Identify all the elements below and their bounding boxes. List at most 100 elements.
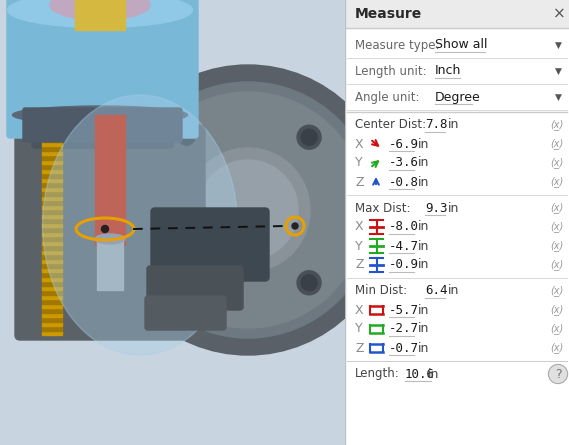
Text: Y: Y [355, 323, 362, 336]
Bar [42, 250, 62, 254]
Text: -3.6: -3.6 [389, 157, 419, 170]
Circle shape [130, 92, 366, 328]
Text: Inch: Inch [435, 65, 461, 77]
Text: Measure type:: Measure type: [355, 39, 439, 52]
Text: (x̲): (x̲) [550, 202, 564, 214]
Text: Z: Z [355, 175, 364, 189]
Text: in: in [418, 239, 430, 252]
Bar [42, 317, 62, 321]
Ellipse shape [43, 95, 237, 355]
Bar [42, 290, 62, 295]
Text: Measure: Measure [355, 7, 422, 21]
Text: Show all: Show all [435, 39, 488, 52]
Text: Z: Z [355, 259, 364, 271]
Text: 6.4: 6.4 [425, 284, 447, 298]
Text: (x̲): (x̲) [550, 138, 564, 150]
FancyBboxPatch shape [7, 0, 198, 138]
Bar [42, 303, 62, 308]
Text: (x̲): (x̲) [550, 304, 564, 316]
Bar [42, 142, 62, 146]
Text: in: in [418, 303, 430, 316]
Text: in: in [428, 368, 439, 380]
Text: in: in [418, 157, 430, 170]
Text: (x̲): (x̲) [550, 324, 564, 335]
Bar [42, 218, 62, 222]
Bar [345, 0, 569, 28]
Bar [42, 331, 62, 335]
Circle shape [101, 226, 109, 232]
Text: Y: Y [355, 157, 362, 170]
Circle shape [198, 160, 298, 260]
Text: (x̲): (x̲) [550, 286, 564, 296]
Bar [42, 231, 62, 236]
Bar [42, 191, 62, 195]
Bar [42, 150, 62, 155]
Text: ▼: ▼ [555, 93, 562, 101]
Text: Length unit:: Length unit: [355, 65, 427, 77]
Bar [42, 308, 62, 312]
Text: -5.7: -5.7 [389, 303, 419, 316]
Ellipse shape [95, 234, 125, 244]
Bar [42, 254, 62, 259]
Text: X: X [355, 221, 364, 234]
Text: ▼: ▼ [555, 66, 562, 76]
Circle shape [297, 125, 321, 149]
Ellipse shape [50, 0, 150, 20]
Bar [95, 115, 125, 245]
Text: Y: Y [355, 239, 362, 252]
Bar [42, 169, 62, 173]
Text: 9.3: 9.3 [425, 202, 447, 214]
Bar [42, 137, 62, 142]
FancyBboxPatch shape [151, 208, 269, 281]
Bar [42, 236, 62, 240]
Ellipse shape [7, 0, 192, 28]
Bar [42, 173, 62, 178]
Bar [42, 295, 62, 299]
Bar [42, 146, 62, 150]
Text: (x̲): (x̲) [550, 343, 564, 353]
Bar [42, 286, 62, 290]
Bar [97, 238, 123, 290]
Circle shape [297, 271, 321, 295]
Bar [42, 245, 62, 250]
Bar [42, 159, 62, 164]
Text: Max Dist:: Max Dist: [355, 202, 410, 214]
Bar [42, 209, 62, 214]
Bar [42, 321, 62, 326]
Text: Degree: Degree [435, 90, 481, 104]
Text: in: in [418, 221, 430, 234]
Bar [42, 267, 62, 272]
Bar [42, 276, 62, 281]
Bar [42, 281, 62, 286]
Bar [42, 272, 62, 276]
Text: 10.6: 10.6 [405, 368, 435, 380]
Text: -2.7: -2.7 [389, 323, 419, 336]
Ellipse shape [13, 106, 188, 124]
Text: -0.8: -0.8 [389, 175, 419, 189]
Bar [42, 312, 62, 317]
Circle shape [179, 129, 195, 145]
Text: -0.9: -0.9 [389, 259, 419, 271]
Text: -8.0: -8.0 [389, 221, 419, 234]
Bar [42, 186, 62, 191]
Circle shape [120, 82, 376, 338]
Circle shape [301, 275, 317, 291]
Text: Min Dist:: Min Dist: [355, 284, 407, 298]
Text: ×: × [552, 7, 566, 21]
Text: -0.7: -0.7 [389, 341, 419, 355]
Text: (x̲): (x̲) [550, 120, 564, 130]
Circle shape [292, 223, 298, 229]
Text: 7.8: 7.8 [425, 118, 447, 132]
Bar [42, 182, 62, 186]
Text: in: in [418, 323, 430, 336]
Text: in: in [448, 284, 459, 298]
Text: X: X [355, 303, 364, 316]
Text: in: in [448, 202, 459, 214]
Text: (x̲): (x̲) [550, 222, 564, 232]
Text: -4.7: -4.7 [389, 239, 419, 252]
FancyBboxPatch shape [15, 125, 205, 340]
Circle shape [179, 275, 195, 291]
Bar [42, 178, 62, 182]
Text: in: in [448, 118, 459, 132]
Text: X: X [355, 138, 364, 150]
